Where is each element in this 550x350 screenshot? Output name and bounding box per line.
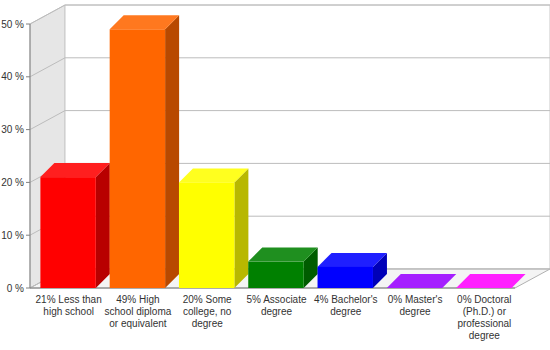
category-label: 0% Doctoral(Ph.D.) orprofessionaldegree bbox=[457, 294, 511, 341]
bar-front bbox=[456, 288, 511, 289]
label-line: college, no bbox=[183, 306, 232, 317]
category-label: 5% Associatedegree bbox=[246, 294, 306, 317]
bar bbox=[456, 274, 525, 288]
bar-side bbox=[96, 163, 110, 288]
tick-mark bbox=[26, 76, 30, 77]
bar-front bbox=[110, 29, 165, 288]
label-line: 0% Doctoral bbox=[457, 294, 511, 305]
chart-svg: 0 % 10 % 20 % 30 % 40 % 50 % 21% Less thanhigh… bbox=[0, 0, 550, 350]
label-line: school diploma bbox=[105, 306, 172, 317]
tick-mark bbox=[26, 24, 30, 25]
category-label: 20% Somecollege, nodegree bbox=[183, 294, 232, 329]
bar-top bbox=[40, 163, 109, 177]
bar bbox=[248, 248, 317, 288]
bar-top bbox=[387, 274, 456, 288]
label-line: 4% Bachelor's bbox=[314, 294, 378, 305]
bar-front bbox=[40, 177, 95, 288]
tick-label: 10 % bbox=[1, 230, 24, 241]
grid-line bbox=[30, 111, 550, 130]
grid-line bbox=[30, 5, 550, 24]
tick-mark bbox=[26, 235, 30, 236]
label-line: degree bbox=[469, 330, 501, 341]
tick-mark bbox=[26, 288, 30, 289]
label-line: 5% Associate bbox=[246, 294, 306, 305]
label-line: 0% Master's bbox=[388, 294, 443, 305]
bar-front bbox=[318, 267, 373, 288]
y-axis-line bbox=[30, 24, 31, 288]
label-line: degree bbox=[261, 306, 293, 317]
bar-front bbox=[179, 182, 234, 288]
label-line: high school bbox=[43, 306, 94, 317]
bar-top bbox=[110, 15, 179, 29]
label-line: 49% High bbox=[116, 294, 159, 305]
tick-label: 20 % bbox=[1, 177, 24, 188]
bar-top bbox=[456, 274, 525, 288]
label-line: degree bbox=[400, 306, 432, 317]
tick-mark bbox=[26, 182, 30, 183]
label-line: professional bbox=[457, 318, 511, 329]
category-label: 21% Less thanhigh school bbox=[36, 294, 102, 317]
bar bbox=[40, 163, 109, 288]
category-label: 0% Master'sdegree bbox=[388, 294, 443, 317]
tick-label: 50 % bbox=[1, 19, 24, 30]
bar bbox=[387, 274, 456, 288]
category-label: 4% Bachelor'sdegree bbox=[314, 294, 378, 317]
bar bbox=[179, 168, 248, 288]
tick-mark bbox=[26, 129, 30, 130]
bar-top bbox=[248, 248, 317, 262]
label-line: 21% Less than bbox=[36, 294, 102, 305]
tick-label: 30 % bbox=[1, 124, 24, 135]
bar-top bbox=[179, 168, 248, 182]
chart-container: 0 % 10 % 20 % 30 % 40 % 50 % 21% Less thanhigh… bbox=[0, 0, 550, 350]
bar bbox=[110, 15, 179, 288]
label-line: 20% Some bbox=[183, 294, 232, 305]
bar bbox=[318, 253, 387, 288]
bar-side bbox=[234, 168, 248, 288]
bar-side bbox=[165, 15, 179, 288]
bar-front bbox=[387, 288, 442, 289]
category-label: 49% Highschool diplomaor equivalent bbox=[105, 294, 172, 329]
label-line: degree bbox=[192, 318, 224, 329]
tick-label: 40 % bbox=[1, 71, 24, 82]
tick-label: 0 % bbox=[7, 283, 24, 294]
bars bbox=[40, 15, 525, 288]
bar-top bbox=[318, 253, 387, 267]
label-line: degree bbox=[330, 306, 362, 317]
category-labels: 21% Less thanhigh school49% Highschool d… bbox=[36, 294, 512, 341]
bar-front bbox=[248, 262, 303, 288]
label-line: or equivalent bbox=[109, 318, 166, 329]
label-line: (Ph.D.) or bbox=[463, 306, 507, 317]
grid-line bbox=[30, 58, 550, 77]
